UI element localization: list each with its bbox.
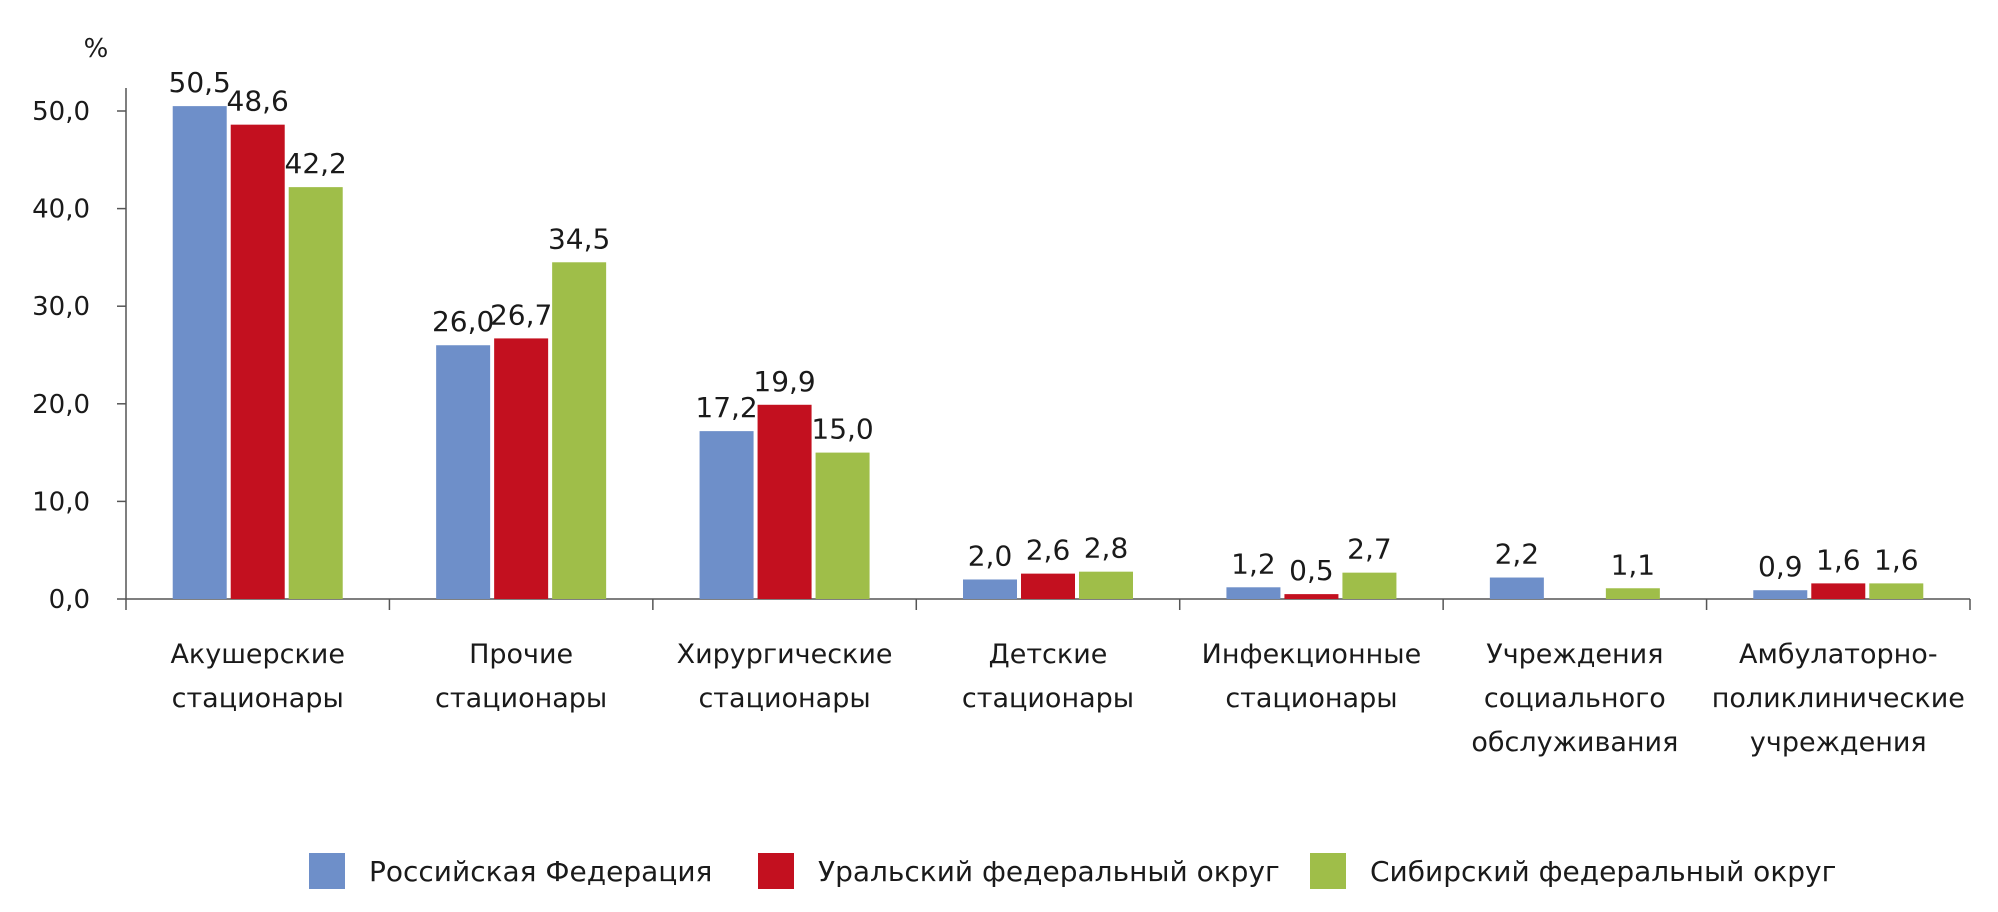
legend: Российская Федерация Уральский федеральны… — [309, 853, 1836, 889]
category-label: социального — [1484, 683, 1666, 714]
bar — [552, 262, 607, 599]
legend-label: Сибирский федеральный округ — [1370, 855, 1836, 888]
category-label: Прочие — [469, 639, 573, 670]
category-label: стационары — [962, 683, 1134, 714]
category-label: Учреждения — [1486, 639, 1663, 670]
bar — [1079, 571, 1133, 599]
bar — [230, 124, 285, 599]
y-axis: % 0,0 10,0 20,0 30,0 40,0 50,0 — [32, 34, 127, 615]
category-label: стационары — [435, 683, 607, 714]
bars — [172, 106, 1924, 600]
data-label: 19,9 — [753, 365, 815, 398]
data-label: 2,2 — [1495, 538, 1540, 571]
category-label: Хирургические — [677, 639, 893, 670]
category-labels: Акушерские стационары Прочие стационары Хиру… — [170, 639, 1964, 758]
bar — [1489, 577, 1544, 599]
bar — [172, 106, 227, 600]
bar — [288, 187, 343, 600]
data-label: 1,1 — [1611, 548, 1656, 581]
data-label: 2,8 — [1084, 532, 1129, 565]
bar — [1021, 573, 1075, 599]
bar — [1811, 583, 1866, 599]
data-label: 42,2 — [285, 147, 347, 180]
bar — [1605, 588, 1660, 599]
data-label: 17,2 — [695, 391, 757, 424]
data-label: 26,7 — [490, 298, 552, 331]
y-tick-label: 30,0 — [32, 292, 90, 322]
data-label: 15,0 — [811, 413, 873, 446]
value-labels: 50,548,6 42,2 26,026,7 34,5 17,219,9 15,0 2,0 2… — [169, 66, 1919, 587]
category-label: Амбулаторно- — [1739, 639, 1938, 670]
data-label: 48,6 — [227, 85, 289, 118]
category-label: Детские — [989, 639, 1108, 670]
legend-label: Уральский федеральный округ — [818, 855, 1280, 888]
bar — [436, 345, 491, 599]
bar — [1284, 594, 1339, 599]
bar — [1869, 583, 1924, 599]
data-label: 0,9 — [1758, 550, 1803, 583]
legend-swatch — [309, 853, 345, 889]
category-label: стационары — [1225, 683, 1397, 714]
bar — [815, 452, 870, 599]
bar — [757, 404, 812, 599]
data-label: 34,5 — [548, 222, 610, 255]
bar — [494, 338, 549, 599]
legend-swatch — [1310, 853, 1346, 889]
category-label: стационары — [172, 683, 344, 714]
category-label: обслуживания — [1471, 727, 1678, 758]
category-label: стационары — [698, 683, 870, 714]
data-label: 2,0 — [968, 539, 1013, 572]
data-label: 2,7 — [1347, 533, 1392, 566]
bar — [1342, 572, 1397, 599]
y-tick-label: 50,0 — [32, 97, 90, 127]
y-tick-label: 10,0 — [32, 487, 90, 517]
bar — [963, 579, 1017, 599]
y-tick-label: 40,0 — [32, 195, 90, 225]
legend-swatch — [758, 853, 794, 889]
category-label: учреждения — [1750, 727, 1927, 758]
y-unit-label: % — [84, 34, 109, 64]
y-tick-label: 20,0 — [32, 390, 90, 420]
bar — [1226, 587, 1281, 599]
x-axis — [125, 598, 1971, 610]
data-label: 2,6 — [1026, 534, 1071, 567]
data-label: 1,6 — [1874, 543, 1919, 576]
bar — [1753, 590, 1808, 599]
data-label: 1,2 — [1231, 547, 1276, 580]
legend-label: Российская Федерация — [369, 855, 712, 888]
category-label: Инфекционные — [1202, 639, 1422, 670]
bar — [699, 431, 754, 599]
y-tick-label: 0,0 — [49, 585, 90, 615]
data-label: 26,0 — [432, 305, 494, 338]
category-label: Акушерские — [170, 639, 345, 670]
category-label: поликлинические — [1712, 683, 1965, 714]
data-label: 1,6 — [1816, 543, 1861, 576]
data-label: 0,5 — [1289, 554, 1334, 587]
data-label: 50,5 — [169, 66, 231, 99]
